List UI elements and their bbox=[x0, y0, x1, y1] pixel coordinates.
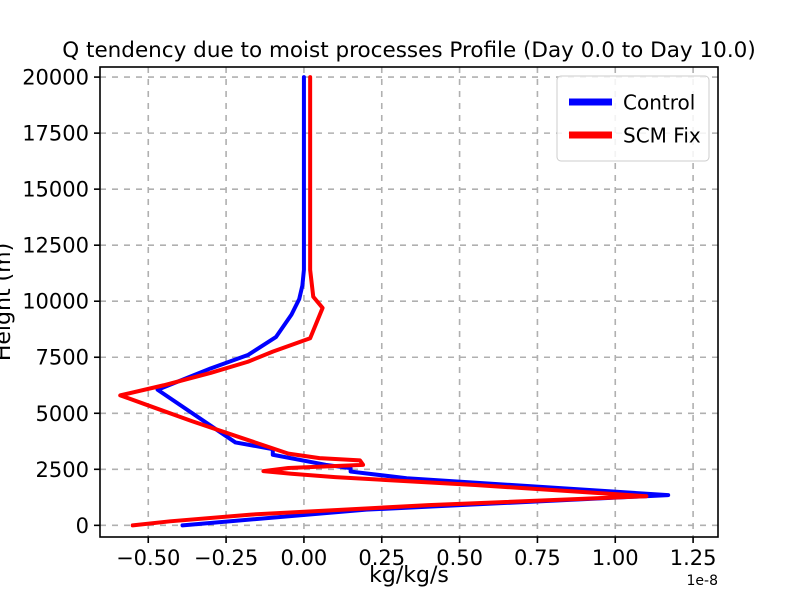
x-tick-label-2: 0.00 bbox=[281, 546, 328, 570]
y-tick-label-8: 20000 bbox=[22, 66, 89, 90]
y-tick-label-5: 12500 bbox=[22, 234, 89, 258]
legend[interactable]: Control SCM Fix bbox=[556, 75, 710, 162]
series-line-scm-fix bbox=[118, 75, 649, 528]
y-tick-label-3: 7500 bbox=[36, 346, 89, 370]
legend-label-control: Control bbox=[623, 91, 695, 115]
x-tick-label-4: 0.50 bbox=[436, 546, 483, 570]
x-axis-label: kg/kg/s bbox=[369, 563, 449, 588]
y-tick-label-2: 5000 bbox=[36, 402, 89, 426]
data-series-layer bbox=[118, 75, 671, 528]
x-tick-label-1: −0.25 bbox=[194, 546, 258, 570]
x-tick-label-7: 1.25 bbox=[670, 546, 717, 570]
y-tick-label-6: 15000 bbox=[22, 178, 89, 202]
x-axis-ticks: −0.50 −0.25 0.00 0.25 0.50 0.75 1.00 1.25 bbox=[116, 537, 716, 570]
y-tick-label-4: 10000 bbox=[22, 290, 89, 314]
legend-label-scm-fix: SCM Fix bbox=[623, 124, 701, 148]
x-tick-label-5: 0.75 bbox=[514, 546, 561, 570]
y-tick-label-0: 0 bbox=[76, 514, 89, 538]
x-tick-label-0: −0.50 bbox=[116, 546, 180, 570]
x-tick-label-3: 0.25 bbox=[358, 546, 405, 570]
legend-box bbox=[556, 75, 710, 162]
x-axis-offset-label: 1e-8 bbox=[687, 573, 718, 589]
y-tick-label-7: 17500 bbox=[22, 122, 89, 146]
y-tick-label-1: 2500 bbox=[36, 458, 89, 482]
chart-title: Q tendency due to moist processes Profil… bbox=[62, 38, 755, 63]
y-axis-label: Height (m) bbox=[0, 243, 16, 361]
y-axis-ticks: 0 2500 5000 7500 10000 12500 15000 17500 20000 bbox=[22, 66, 100, 538]
x-tick-label-6: 1.00 bbox=[592, 546, 639, 570]
